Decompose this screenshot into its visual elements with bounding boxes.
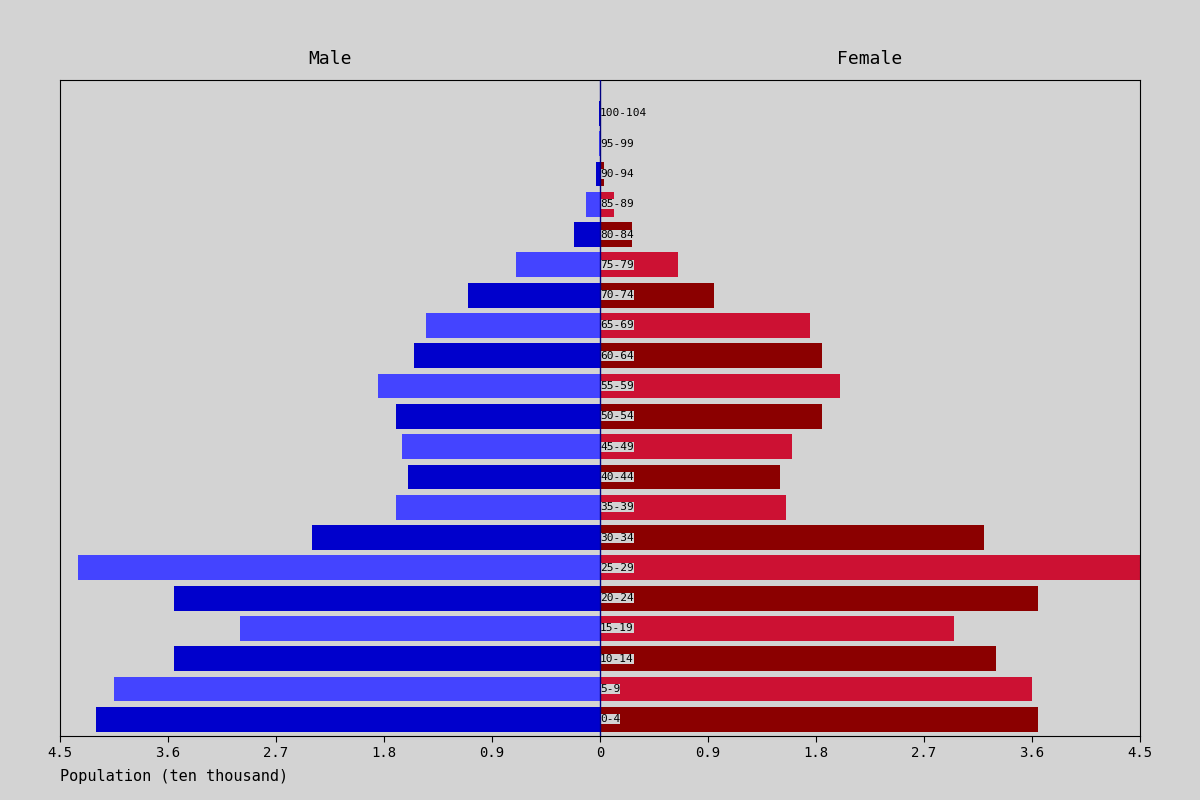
Bar <box>426 313 600 338</box>
Bar <box>174 646 600 671</box>
Text: 20-24: 20-24 <box>600 593 634 603</box>
Bar <box>600 343 822 368</box>
Bar <box>174 586 600 610</box>
Text: 15-19: 15-19 <box>600 623 634 634</box>
Bar <box>596 162 600 186</box>
Text: Female: Female <box>838 50 902 68</box>
Text: 10-14: 10-14 <box>600 654 634 664</box>
Bar <box>378 374 600 398</box>
Text: 0-4: 0-4 <box>600 714 620 724</box>
Bar <box>96 707 600 732</box>
Text: 60-64: 60-64 <box>600 350 634 361</box>
Text: 45-49: 45-49 <box>600 442 634 452</box>
Bar <box>574 222 600 247</box>
Text: 100-104: 100-104 <box>600 108 647 118</box>
Bar <box>600 404 822 429</box>
Bar <box>600 282 714 307</box>
Bar <box>599 131 600 156</box>
Bar <box>600 222 632 247</box>
Bar <box>600 313 810 338</box>
Bar <box>600 677 1032 702</box>
Bar <box>600 616 954 641</box>
Bar <box>396 495 600 520</box>
Bar <box>414 343 600 368</box>
Bar <box>600 253 678 278</box>
Text: 85-89: 85-89 <box>600 199 634 210</box>
Text: Male: Male <box>308 50 352 68</box>
Text: 55-59: 55-59 <box>600 381 634 391</box>
Bar <box>600 434 792 459</box>
Text: 25-29: 25-29 <box>600 563 634 573</box>
Text: 35-39: 35-39 <box>600 502 634 512</box>
Bar <box>600 555 1140 580</box>
Bar <box>312 525 600 550</box>
Bar <box>240 616 600 641</box>
Text: Population (ten thousand): Population (ten thousand) <box>60 769 288 784</box>
Text: 50-54: 50-54 <box>600 411 634 422</box>
Bar <box>600 586 1038 610</box>
Bar <box>600 131 601 156</box>
Bar <box>396 404 600 429</box>
Text: 5-9: 5-9 <box>600 684 620 694</box>
Text: 40-44: 40-44 <box>600 472 634 482</box>
Text: 65-69: 65-69 <box>600 321 634 330</box>
Bar <box>600 525 984 550</box>
Bar <box>402 434 600 459</box>
Bar <box>586 192 600 217</box>
Bar <box>600 465 780 490</box>
Text: 75-79: 75-79 <box>600 260 634 270</box>
Text: 30-34: 30-34 <box>600 533 634 542</box>
Bar <box>600 707 1038 732</box>
Bar <box>114 677 600 702</box>
Bar <box>468 282 600 307</box>
Bar <box>600 646 996 671</box>
Bar <box>600 374 840 398</box>
Bar <box>600 162 604 186</box>
Text: 95-99: 95-99 <box>600 138 634 149</box>
Bar <box>600 495 786 520</box>
Text: 70-74: 70-74 <box>600 290 634 300</box>
Text: 90-94: 90-94 <box>600 169 634 179</box>
Text: 80-84: 80-84 <box>600 230 634 239</box>
Bar <box>408 465 600 490</box>
Bar <box>600 192 614 217</box>
Bar <box>78 555 600 580</box>
Bar <box>516 253 600 278</box>
